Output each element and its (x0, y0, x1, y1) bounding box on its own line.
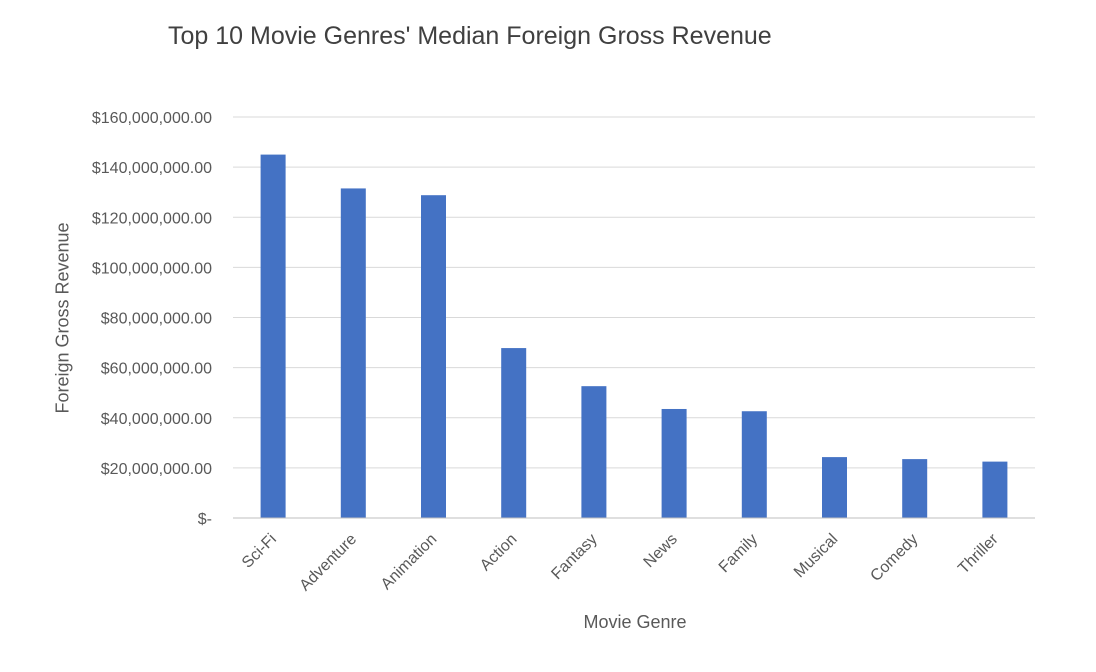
x-tick-label: Musical (791, 531, 841, 581)
bar-musical (822, 457, 847, 518)
bar-adventure (340, 188, 366, 518)
x-tick-label: Fantasy (548, 531, 600, 583)
x-tick-label: Family (716, 531, 761, 576)
bar-sci-fi (260, 154, 286, 518)
bar-action (501, 348, 527, 518)
x-tick-label: Animation (378, 531, 440, 593)
y-tick-label: $100,000,000.00 (92, 260, 212, 277)
y-tick-label: $160,000,000.00 (92, 110, 212, 127)
bar-family (741, 411, 767, 518)
bar-news (661, 408, 687, 518)
chart-title: Top 10 Movie Genres' Median Foreign Gros… (168, 22, 772, 50)
bar-comedy (902, 459, 928, 518)
y-axis-title: Foreign Gross Revenue (52, 222, 73, 414)
x-tick-label: Sci-Fi (239, 531, 280, 572)
x-axis-title: Movie Genre (583, 612, 687, 632)
x-tick-label: Comedy (867, 531, 921, 585)
y-tick-label: $80,000,000.00 (101, 311, 212, 328)
bar-thriller (982, 461, 1008, 518)
bar-animation (421, 195, 446, 518)
x-tick-label: Adventure (297, 531, 361, 595)
y-tick-label: $120,000,000.00 (92, 210, 212, 227)
x-tick-label: Action (477, 531, 520, 574)
y-tick-label: $60,000,000.00 (101, 361, 212, 378)
y-tick-label: $20,000,000.00 (101, 461, 212, 478)
bar-fantasy (581, 386, 607, 518)
x-tick-label: Thriller (955, 530, 1002, 577)
y-tick-label: $- (198, 511, 212, 528)
y-tick-label: $40,000,000.00 (101, 411, 212, 428)
y-tick-label: $140,000,000.00 (92, 160, 212, 177)
x-tick-label: News (641, 531, 681, 571)
